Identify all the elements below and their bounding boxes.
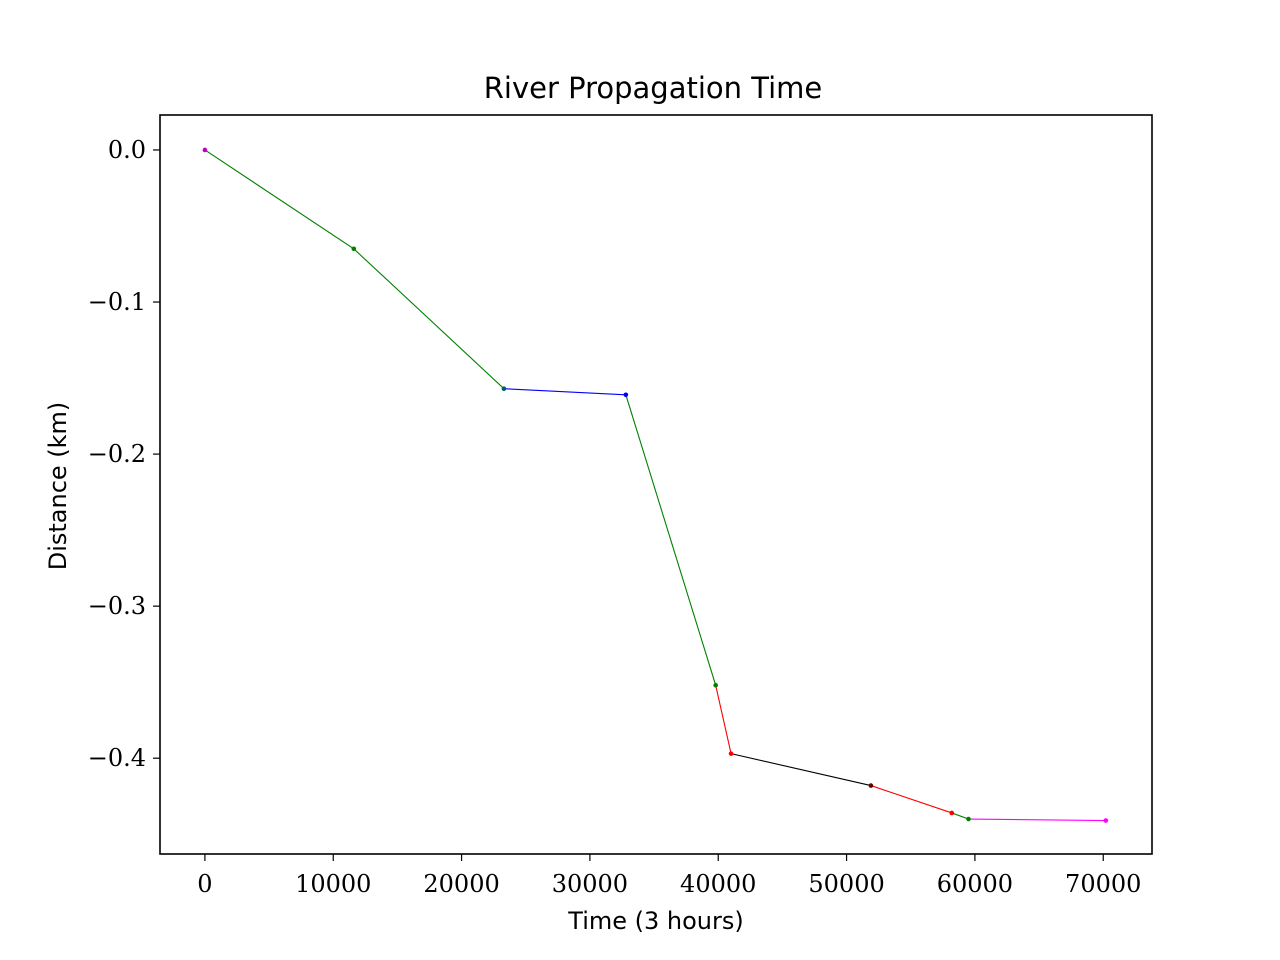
series-segment-2 [503, 388, 626, 396]
x-tick-label: 70000 [1065, 870, 1141, 898]
x-tick-label: 20000 [423, 870, 499, 898]
data-point-8 [949, 810, 955, 816]
x-tick-label: 50000 [808, 870, 884, 898]
data-point-3 [501, 386, 507, 392]
data-point-9 [966, 816, 971, 822]
x-axis-ticks: 0 10000 20000 30000 40000 50000 60000 70000 [197, 854, 1141, 898]
x-axis-label: Time (3 hours) [567, 907, 743, 935]
data-point-6 [728, 751, 734, 756]
y-tick-label: −0.1 [88, 288, 146, 316]
data-point-5 [713, 682, 718, 688]
data-point-10 [1103, 818, 1109, 823]
series-segment-6 [870, 785, 952, 814]
y-tick-label: −0.4 [88, 744, 146, 772]
data-point-7 [868, 783, 874, 788]
y-tick-label: −0.2 [88, 440, 146, 468]
x-tick-label: 0 [197, 870, 212, 898]
x-tick-label: 40000 [680, 870, 756, 898]
y-tick-label: −0.3 [88, 592, 146, 620]
data-point-4 [623, 392, 629, 398]
series-segment-7 [951, 812, 969, 820]
series-segment-5 [730, 753, 872, 787]
y-tick-label: 0.0 [108, 136, 146, 164]
x-tick-label: 60000 [937, 870, 1013, 898]
series-segment-3 [625, 394, 717, 686]
data-point-2 [351, 246, 357, 252]
series-markers [202, 147, 1109, 823]
data-point-1 [202, 147, 208, 153]
series-segment-4 [715, 685, 732, 754]
series-segment-8 [968, 818, 1106, 822]
x-tick-label: 10000 [295, 870, 371, 898]
chart-title: River Propagation Time [484, 71, 822, 105]
y-axis-label: Distance (km) [44, 402, 72, 571]
x-tick-label: 30000 [552, 870, 628, 898]
plot-area [202, 147, 1109, 823]
axes-frame [159, 114, 1153, 855]
y-axis-ticks: 0.0 −0.1 −0.2 −0.3 −0.4 [88, 136, 160, 772]
